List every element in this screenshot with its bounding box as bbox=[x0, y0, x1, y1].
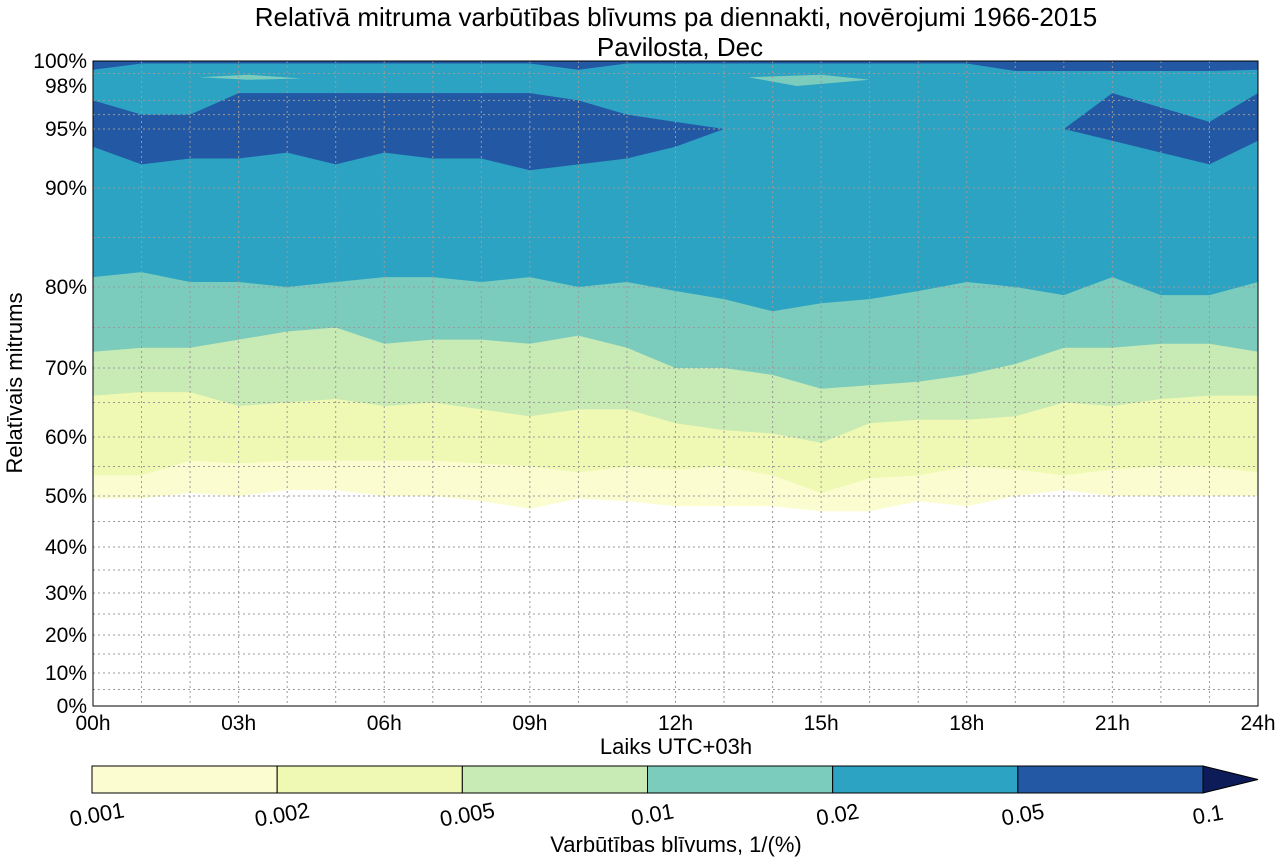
colorbar-segment bbox=[276, 765, 463, 794]
colorbar-tick-label: 0.1 bbox=[1191, 800, 1225, 830]
y-tick-label: 60% bbox=[45, 426, 87, 449]
colorbar-segment bbox=[647, 765, 834, 794]
colorbar: 0.001 0.002 0.005 0.01 0.02 0.05 0.1 bbox=[68, 765, 1259, 832]
axis-ticks: 00h 03h 06h 09h 12h 15h 18h 21h 24h 0% 10% 20% 30% 40… bbox=[33, 50, 1275, 735]
x-tick-label: 09h bbox=[512, 712, 547, 735]
contour-spot-001-a bbox=[199, 74, 302, 80]
colorbar-segment bbox=[1017, 765, 1204, 794]
y-tick-label: 20% bbox=[45, 624, 87, 647]
y-tick-label: 10% bbox=[45, 662, 87, 685]
y-tick-label: 0% bbox=[57, 695, 87, 718]
contour-band-005-top bbox=[93, 61, 1258, 71]
x-tick-label: 21h bbox=[1095, 712, 1130, 735]
y-tick-label: 70% bbox=[45, 357, 87, 380]
y-tick-label: 40% bbox=[45, 536, 87, 559]
y-tick-label: 100% bbox=[33, 50, 87, 73]
colorbar-tick-label: 0.002 bbox=[253, 797, 312, 831]
contour-spot-001-b bbox=[748, 74, 870, 86]
x-tick-label: 15h bbox=[804, 712, 839, 735]
chart-title: Relatīvā mitruma varbūtības blīvums pa d… bbox=[255, 2, 1098, 32]
grid-lines bbox=[92, 60, 1259, 707]
colorbar-tick-label: 0.05 bbox=[999, 798, 1046, 830]
y-tick-label: 98% bbox=[45, 75, 87, 98]
colorbar-segment bbox=[461, 765, 649, 794]
x-tick-label: 00h bbox=[75, 712, 110, 735]
x-tick-label: 03h bbox=[221, 712, 256, 735]
x-tick-label: 24h bbox=[1240, 712, 1275, 735]
x-axis-label: Laiks UTC+03h bbox=[600, 734, 752, 759]
x-tick-label: 18h bbox=[949, 712, 984, 735]
y-tick-label: 50% bbox=[45, 485, 87, 508]
contour-band-005-left bbox=[93, 93, 725, 171]
x-tick-label: 06h bbox=[367, 712, 402, 735]
colorbar-segment bbox=[832, 765, 1019, 794]
y-tick-label: 90% bbox=[45, 177, 87, 200]
colorbar-tick-label: 0.001 bbox=[68, 797, 127, 831]
colorbar-segment bbox=[91, 765, 278, 794]
chart-subtitle: Pavilosta, Dec bbox=[597, 32, 763, 62]
y-tick-label: 95% bbox=[45, 118, 87, 141]
plot-frame bbox=[92, 60, 1259, 707]
x-tick-label: 12h bbox=[658, 712, 693, 735]
colorbar-tick-label: 0.01 bbox=[629, 798, 676, 830]
colorbar-label: Varbūtības blīvums, 1/(%) bbox=[550, 832, 801, 857]
y-axis-label: Relatīvais mitrums bbox=[2, 293, 27, 474]
y-tick-label: 30% bbox=[45, 582, 87, 605]
y-tick-label: 80% bbox=[45, 276, 87, 299]
colorbar-tick-label: 0.005 bbox=[438, 797, 497, 831]
colorbar-tick-label: 0.02 bbox=[814, 798, 861, 830]
colorbar-extend-arrow bbox=[1202, 765, 1259, 794]
